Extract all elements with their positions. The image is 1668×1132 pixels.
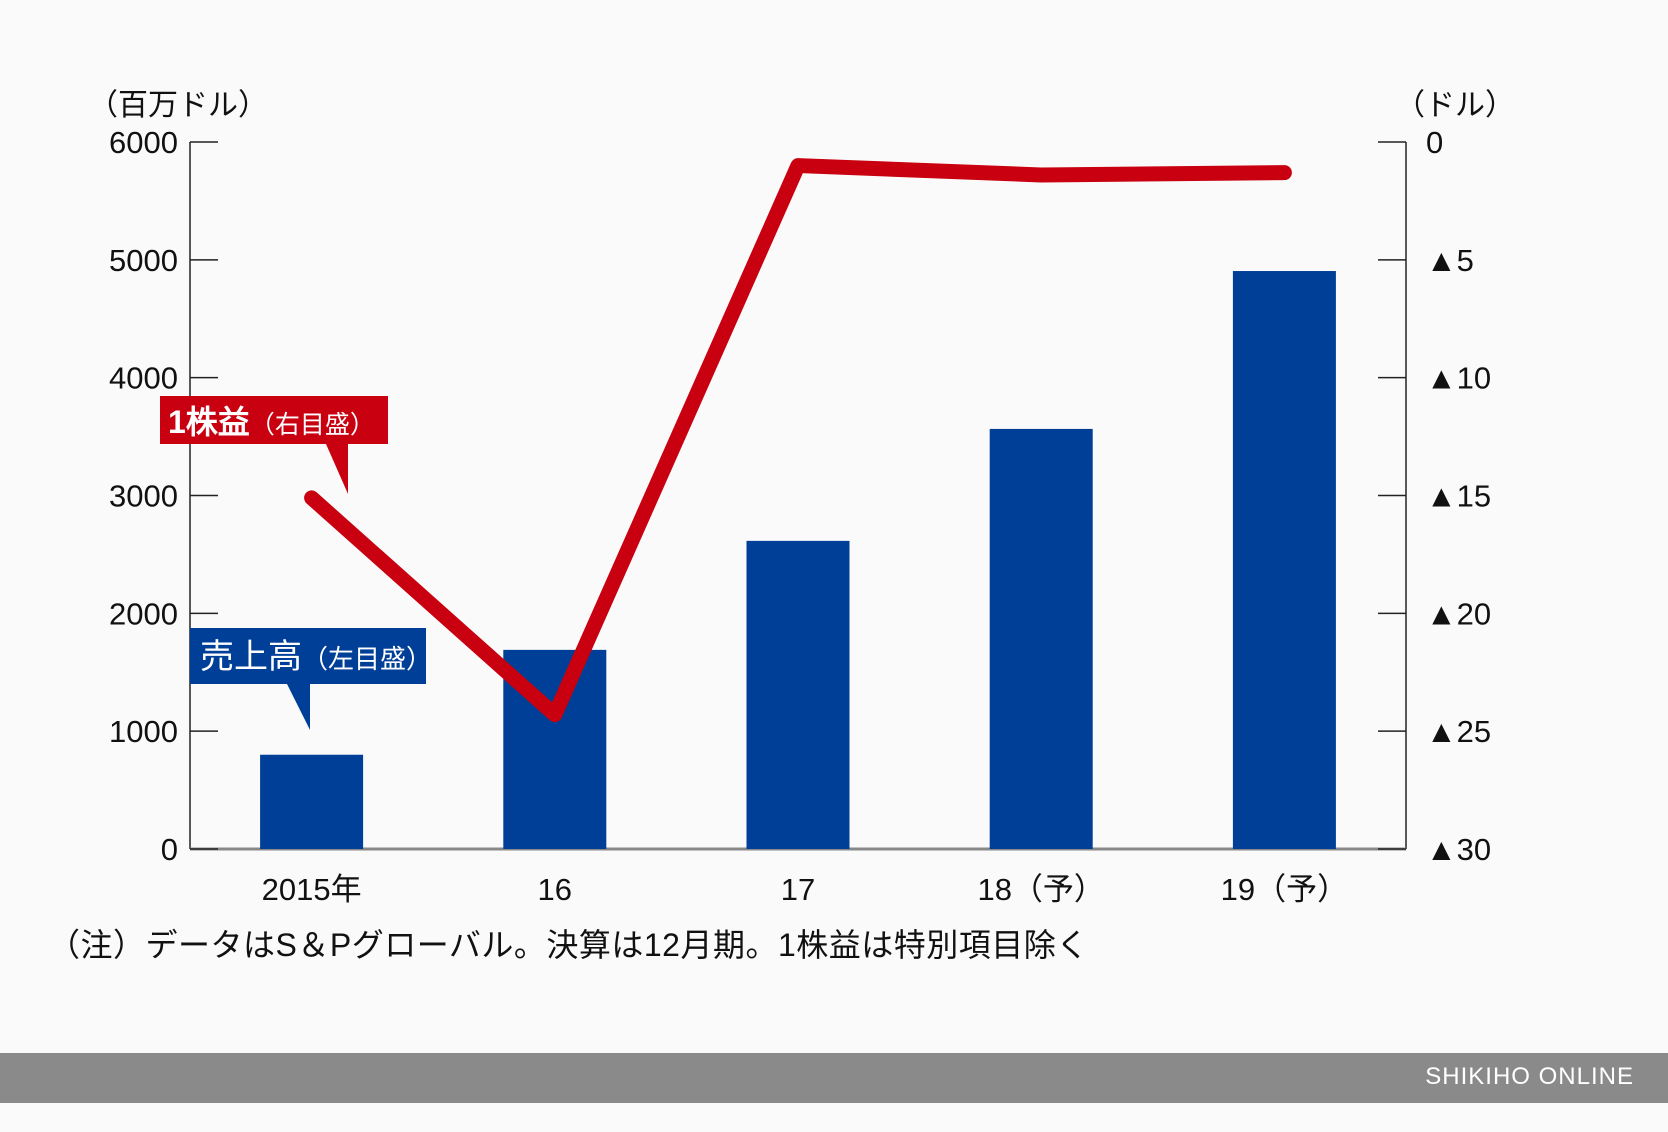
x-tick-label: 17 [781, 872, 815, 907]
left-tick-label: 0 [161, 832, 178, 867]
chart: 0 1000 2000 3000 4000 5000 6000 0 ▲5 ▲10 ▲15 ▲20 ▲25… [109, 125, 1491, 907]
eps-line [304, 158, 1292, 723]
left-tick-label: 3000 [109, 479, 178, 514]
right-tick-label: ▲15 [1426, 479, 1491, 514]
x-tick-label: 19（予） [1221, 872, 1348, 907]
left-axis-unit: （百万ドル） [88, 89, 268, 122]
left-tick-label: 6000 [109, 125, 178, 160]
right-tick-label: ▲5 [1426, 243, 1474, 278]
right-tick-label: 0 [1426, 125, 1443, 160]
right-tick-label: ▲30 [1426, 832, 1491, 867]
footer-bar: SHIKIHO ONLINE [0, 1053, 1668, 1103]
x-tick-label: 16 [538, 872, 572, 907]
callouts: 1株益（右目盛） 売上高（左目盛） [160, 396, 432, 730]
brand-label: SHIKIHO ONLINE [1425, 1063, 1634, 1090]
sales-bar [260, 754, 364, 849]
sales-bar [746, 540, 850, 849]
svg-text:売上高（左目盛）: 売上高（左目盛） [200, 638, 432, 676]
right-axis-unit: （ドル） [1395, 89, 1515, 122]
left-tick-label: 1000 [109, 714, 178, 749]
sales-callout: 売上高（左目盛） [190, 628, 432, 730]
right-tick-label: ▲25 [1426, 714, 1491, 749]
right-tick-label: ▲20 [1426, 596, 1491, 631]
svg-text:1株益（右目盛）: 1株益（右目盛） [168, 404, 375, 440]
x-tick-label: 2015年 [262, 872, 362, 907]
eps-callout: 1株益（右目盛） [160, 396, 388, 494]
left-tick-label: 5000 [109, 243, 178, 278]
x-tick-label: 18（予） [977, 872, 1104, 907]
sales-bar [1232, 271, 1336, 850]
left-tick-label: 4000 [109, 361, 178, 396]
left-tick-label: 2000 [109, 596, 178, 631]
sales-bars [260, 271, 1336, 850]
eps-polyline [304, 158, 1292, 723]
footnote: （注）データはS＆Pグローバル。決算は12月期。1株益は特別項目除く [48, 927, 1089, 963]
right-tick-label: ▲10 [1426, 361, 1491, 396]
sales-bar [989, 428, 1093, 849]
axes: 0 1000 2000 3000 4000 5000 6000 0 ▲5 ▲10 ▲15 ▲20 ▲25… [109, 125, 1491, 907]
